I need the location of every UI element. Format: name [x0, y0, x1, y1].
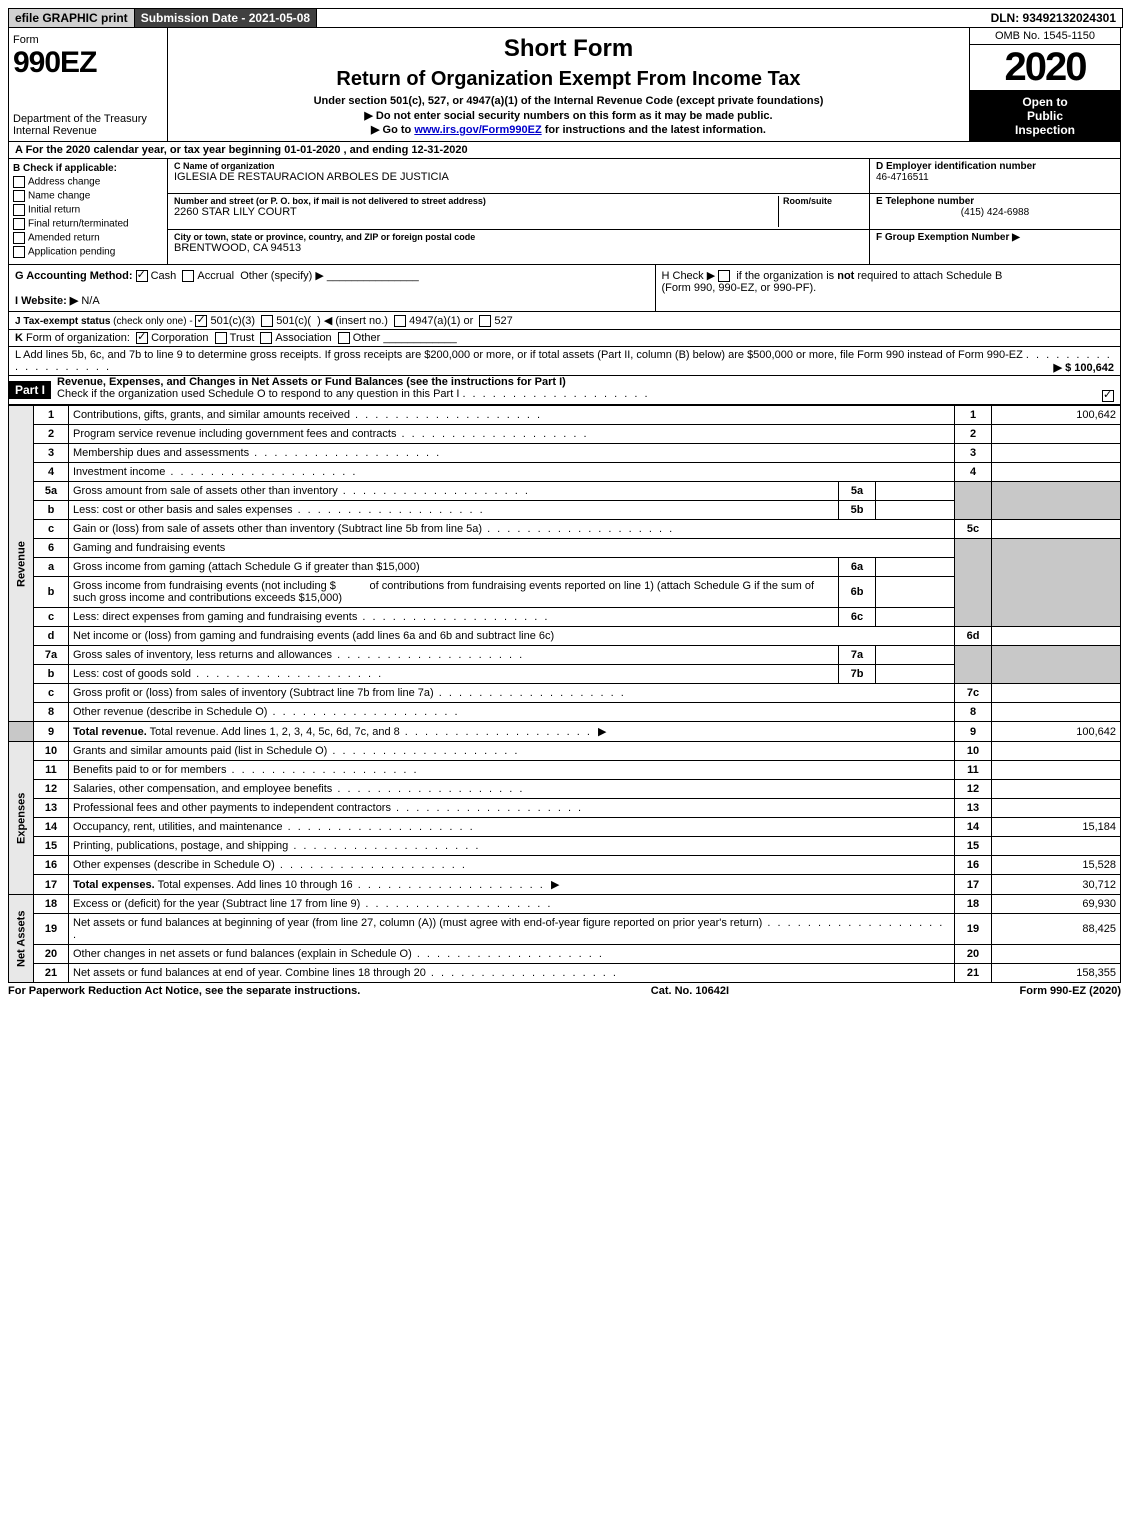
line-18-amount: 69,930 [992, 895, 1121, 914]
warning-ssn: ▶ Do not enter social security numbers o… [172, 109, 965, 122]
footer-right: Form 990-EZ (2020) [1020, 985, 1121, 997]
net-assets-label: Net Assets [9, 895, 34, 983]
chk-association[interactable] [260, 332, 272, 344]
dept-irs: Internal Revenue [13, 125, 97, 137]
footer-left: For Paperwork Reduction Act Notice, see … [8, 985, 360, 997]
chk-corporation[interactable] [136, 332, 148, 344]
chk-527[interactable] [479, 315, 491, 327]
goto-pre: ▶ Go to [371, 124, 414, 136]
chk-other-org[interactable] [338, 332, 350, 344]
row-a-tax-year: A For the 2020 calendar year, or tax yea… [8, 142, 1121, 159]
chk-schedule-b[interactable] [718, 270, 730, 282]
chk-4947a1[interactable] [394, 315, 406, 327]
tax-year: 2020 [970, 45, 1120, 91]
chk-initial-return[interactable] [13, 204, 25, 216]
title-short-form: Short Form [172, 35, 965, 63]
chk-name-change[interactable] [13, 190, 25, 202]
row-g-h: G Accounting Method: Cash Accrual Other … [8, 265, 1121, 312]
phone-value: (415) 424-6988 [876, 207, 1114, 218]
form-header: Form 990EZ Department of the Treasury In… [8, 28, 1121, 142]
org-city: BRENTWOOD, CA 94513 [174, 242, 863, 254]
chk-amended-return[interactable] [13, 232, 25, 244]
chk-cash[interactable] [136, 270, 148, 282]
chk-501c[interactable] [261, 315, 273, 327]
line-21-amount: 158,355 [992, 964, 1121, 983]
submission-date: Submission Date - 2021-05-08 [135, 9, 317, 27]
row-k-form-org: K Form of organization: Corporation Trus… [8, 330, 1121, 347]
efile-graphic-print[interactable]: efile GRAPHIC print [9, 9, 135, 27]
line-9-amount: 100,642 [992, 722, 1121, 742]
line-14-amount: 15,184 [992, 818, 1121, 837]
group-exemption: F Group Exemption Number ▶ [876, 232, 1114, 243]
chk-schedule-o[interactable] [1102, 390, 1114, 402]
line-19-amount: 88,425 [992, 914, 1121, 945]
irs-link[interactable]: www.irs.gov/Form990EZ [414, 124, 541, 136]
chk-final-return[interactable] [13, 218, 25, 230]
ein-value: 46-4716511 [876, 172, 1114, 183]
title-return-exempt: Return of Organization Exempt From Incom… [172, 68, 965, 91]
part-i-lines: Revenue 1 Contributions, gifts, grants, … [8, 405, 1121, 983]
line-17-amount: 30,712 [992, 875, 1121, 895]
footer-mid: Cat. No. 10642I [651, 985, 729, 997]
row-l-gross-receipts: L Add lines 5b, 6c, and 7b to line 9 to … [8, 347, 1121, 376]
chk-accrual[interactable] [182, 270, 194, 282]
subtitle-code: Under section 501(c), 527, or 4947(a)(1)… [172, 95, 965, 107]
chk-trust[interactable] [215, 332, 227, 344]
expenses-label: Expenses [9, 742, 34, 895]
chk-application-pending[interactable] [13, 246, 25, 258]
open-inspection: Open to Public Inspection [970, 91, 1120, 141]
section-b-checkboxes: B Check if applicable: Address change Na… [9, 159, 168, 264]
chk-address-change[interactable] [13, 176, 25, 188]
entity-block: B Check if applicable: Address change Na… [8, 159, 1121, 265]
part-i-header: Part I Revenue, Expenses, and Changes in… [8, 376, 1121, 405]
omb-number: OMB No. 1545-1150 [970, 28, 1120, 45]
gross-receipts-amount: ▶ $ 100,642 [1054, 361, 1114, 374]
line-1-amount: 100,642 [992, 406, 1121, 425]
form-number: 990EZ [13, 46, 96, 79]
website-value: N/A [81, 295, 99, 307]
org-street: 2260 STAR LILY COURT [174, 206, 774, 218]
top-bar: efile GRAPHIC print Submission Date - 20… [8, 8, 1123, 28]
revenue-label: Revenue [9, 406, 34, 722]
org-name: IGLESIA DE RESTAURACION ARBOLES DE JUSTI… [174, 171, 863, 183]
chk-501c3[interactable] [195, 315, 207, 327]
dept-treasury: Department of the Treasury [13, 113, 147, 125]
dln-number: DLN: 93492132024301 [985, 9, 1122, 27]
page-footer: For Paperwork Reduction Act Notice, see … [8, 983, 1121, 999]
goto-post: for instructions and the latest informat… [545, 124, 766, 136]
form-label: Form [13, 34, 39, 46]
section-def: D Employer identification number 46-4716… [869, 159, 1120, 264]
line-16-amount: 15,528 [992, 856, 1121, 875]
section-c-name-address: C Name of organization IGLESIA DE RESTAU… [168, 159, 869, 264]
row-j-tax-exempt: J Tax-exempt status (check only one) - 5… [8, 312, 1121, 330]
